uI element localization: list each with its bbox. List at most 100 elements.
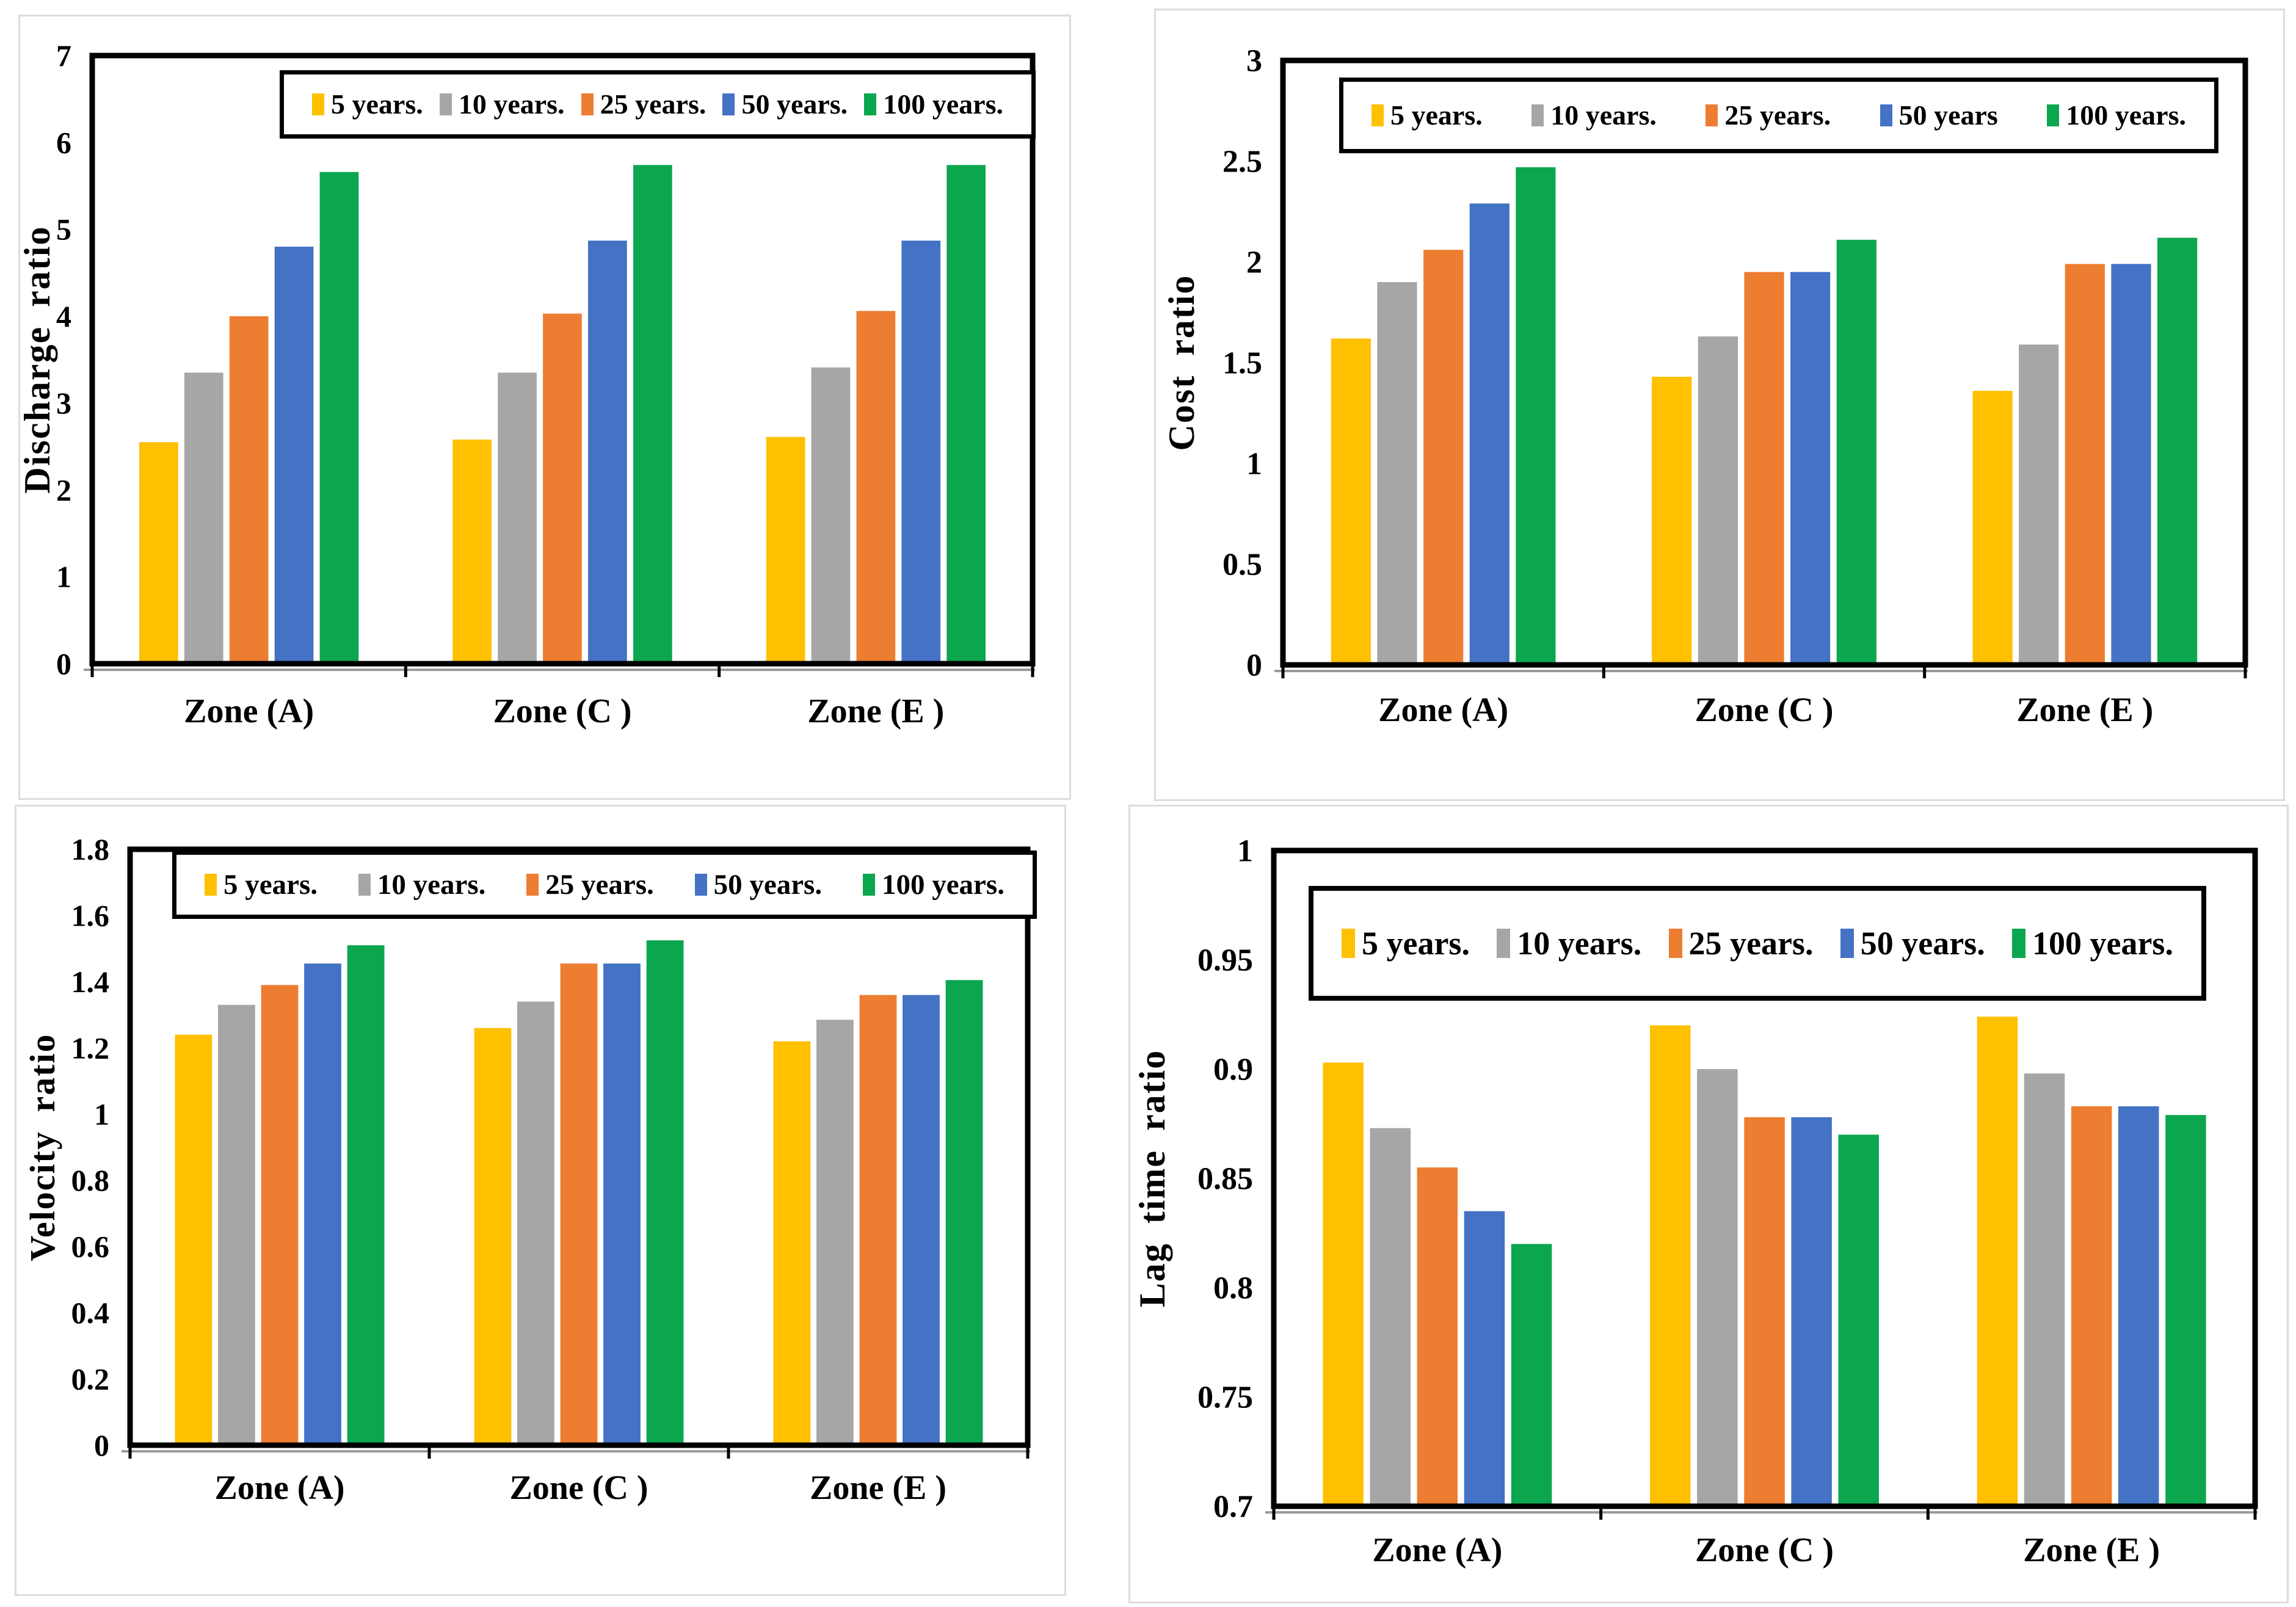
bar [560,963,598,1445]
bar [1744,1117,1785,1506]
legend-label: 100 years. [883,89,1003,120]
bar [1836,239,1876,665]
legend-label: 25 years. [600,89,707,120]
y-axis-tick-label: 2 [56,473,71,507]
bar [1697,1069,1738,1506]
y-axis-tick-label: 0.2 [71,1362,110,1396]
bar [139,442,178,664]
bar [945,980,983,1445]
y-axis-tick-label: 0.4 [71,1296,110,1330]
y-axis-tick-label: 1.4 [71,965,110,999]
bar [184,372,223,664]
bar [1331,338,1371,665]
bar [903,995,940,1445]
bar [543,313,582,664]
cost-ratio-chart: 0 0.5 1 1.5 2 2.5 3 Zone (A) Zone (C ) Zone (E ) C… [1156,10,2283,799]
legend-swatch-icon [2047,104,2060,126]
bar [229,316,269,664]
bar [859,995,897,1445]
y-axis-tick-label: 1.5 [1222,346,1262,381]
bar [2065,264,2105,665]
legend-item: 10 years. [1497,927,1641,960]
y-axis-tick-label: 0 [56,647,71,681]
y-axis-tick-label: 6 [56,125,71,159]
legend-label: 50 years. [713,868,823,901]
y-axis-tick-label: 3 [56,386,71,420]
legend-item: 10 years. [358,868,486,901]
legend-label: 5 years. [331,89,423,120]
velocity-ratio-chart: 0 0.2 0.4 0.6 0.8 1 1.2 1.4 1.6 1.8 Zone (A) Zone (… [16,807,1064,1594]
y-axis-tick-label: 0.8 [71,1163,110,1197]
y-axis-tick-label: 0.9 [1213,1053,1253,1087]
y-axis-title: Discharge ratio [20,226,57,494]
y-axis-tick-label: 0.5 [1222,548,1262,582]
x-axis-category-label: Zone (C ) [509,1469,648,1507]
x-axis-category-label: Zone (E ) [2023,1531,2160,1569]
x-axis-category-label: Zone (A) [1372,1531,1502,1569]
y-axis-title: Cost ratio [1161,275,1202,451]
legend-label: 5 years. [1390,100,1483,131]
y-axis-tick-label: 1 [1246,447,1262,482]
legend-swatch-icon [694,874,707,896]
bar [1838,1134,1879,1506]
bar [766,437,805,664]
chart-canvas: 0 0.5 1 1.5 2 2.5 3 Zone (A) Zone (C ) Zone (E ) C… [1161,44,2248,729]
legend-swatch-icon [864,93,877,115]
panel-discharge-ratio-chart: 0 1 2 3 4 5 6 7 Zone (A) Zone (C ) Zone (E ) Discha… [18,15,1071,800]
plot-border [127,846,1031,1448]
legend-item: 100 years. [2047,101,2186,129]
legend-item: 5 years. [312,90,423,118]
legend-label: 100 years. [2032,925,2173,962]
bar [218,1004,255,1445]
bar [2165,1115,2206,1506]
bar [2118,1106,2159,1506]
legend-item: 10 years. [1531,101,1657,129]
y-axis-tick-label: 1.6 [71,898,110,932]
legend-item: 50 years. [722,90,848,118]
legend-item: 25 years. [1706,101,1831,129]
legend-swatch-icon [1371,104,1384,126]
bar [304,963,341,1445]
bar [1652,377,1692,665]
bar [633,165,672,664]
y-axis-tick-label: 0 [1246,648,1262,683]
legend-item: 25 years. [1668,927,1813,960]
legend-label: 50 years. [1860,925,1985,962]
bar [603,963,641,1445]
legend-label: 10 years. [1517,925,1642,962]
legend-label: 10 years. [377,868,486,901]
y-axis-tick-label: 0.85 [1197,1162,1253,1197]
bar [588,241,627,664]
y-axis-tick-label: 4 [56,299,71,333]
legend-swatch-icon [1342,929,1355,958]
lag-time-ratio-chart: 0.7 0.75 0.8 0.85 0.9 0.95 1 Zone (A) Zone (C ) Z… [1130,807,2287,1602]
legend-swatch-icon [722,93,735,115]
bar [1464,1211,1505,1506]
bar [2157,238,2198,665]
bar [773,1041,811,1445]
y-axis-tick-label: 7 [56,38,71,73]
legend-label: 25 years. [1724,100,1831,131]
legend-item: 5 years. [1342,927,1470,960]
x-axis-category-label: Zone (E ) [2016,691,2153,729]
y-axis-tick-label: 0.7 [1213,1490,1253,1525]
legend-item: 50 years [1880,101,1998,129]
legend-label: 5 years. [223,868,318,901]
x-axis-category-label: Zone (A) [214,1469,344,1507]
y-axis-tick-label: 5 [56,212,71,247]
bar [646,940,684,1445]
x-axis-category-label: Zone (A) [184,692,314,730]
legend-label: 10 years. [458,89,565,120]
bar [2071,1106,2112,1506]
y-axis-tick-label: 2 [1246,245,1262,280]
bar [2111,264,2151,665]
bar [1423,250,1464,665]
legend-item: 25 years. [526,870,654,899]
legend-swatch-icon [526,874,539,896]
bar [474,1028,512,1445]
legend: 5 years. 10 years. 25 years. 50 years. 100 y… [172,851,1037,919]
y-axis-title: Velocity ratio [23,1033,62,1261]
bar [1323,1062,1364,1506]
bar [347,945,385,1445]
panel-lag-time-ratio-chart: 0.7 0.75 0.8 0.85 0.9 0.95 1 Zone (A) Zone (C ) Z… [1128,805,2289,1603]
